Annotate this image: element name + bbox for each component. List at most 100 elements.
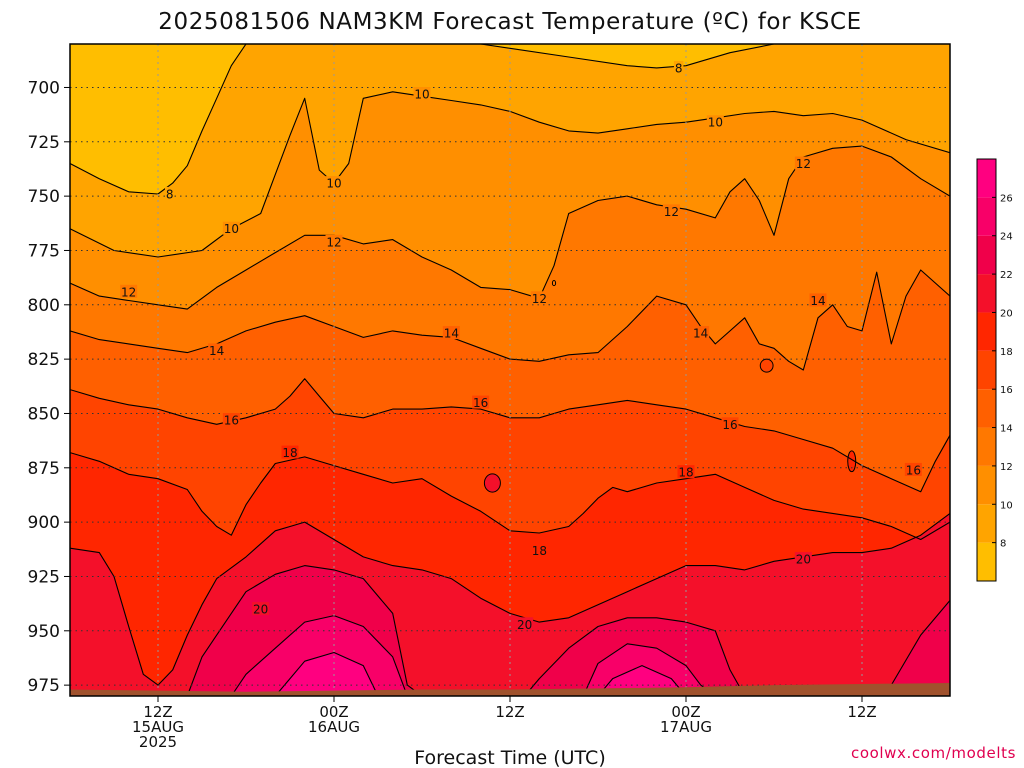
y-tick-label-800: 800 <box>28 296 60 316</box>
blob-warm-3 <box>847 450 856 472</box>
contour-label-bg-22 <box>252 602 270 616</box>
colorbar-swatch-8 <box>977 504 996 543</box>
contour-label-16: 16 <box>722 418 737 432</box>
contour-label-bg-7 <box>325 234 343 248</box>
colorbar-tick-label-26: 26 <box>1000 193 1013 204</box>
contour-label-bg-4 <box>413 86 431 100</box>
contour-label-18: 18 <box>678 466 693 480</box>
contour-label-10: 10 <box>414 87 429 101</box>
colorbar-frame <box>976 158 997 582</box>
grid-lines <box>70 44 950 696</box>
contour-label-bg-13 <box>692 326 710 340</box>
contour-label-14: 14 <box>810 294 825 308</box>
x-tick-label-0-2: 2025 <box>139 733 177 751</box>
contour-label-12: 12 <box>532 292 547 306</box>
contour-label-14: 14 <box>209 344 224 358</box>
contour-label-10: 10 <box>326 177 341 191</box>
colorbar-swatch-16 <box>977 350 996 390</box>
colorbar-swatch-24 <box>977 197 996 236</box>
contour-label-bg-6 <box>120 284 138 298</box>
contour-label-bg-5 <box>706 115 724 129</box>
contour-label-bg-9 <box>662 204 680 218</box>
colorbar-swatch-12 <box>977 427 996 466</box>
contour-label-16: 16 <box>906 463 921 477</box>
contour-label-bg-2 <box>222 221 240 235</box>
contour-label-12: 12 <box>796 157 811 171</box>
colorbar-swatch-26 <box>977 159 996 198</box>
contour-label-bg-15 <box>222 412 240 426</box>
contour-label-bg-21 <box>530 543 548 557</box>
contour-label-bg-11 <box>208 343 226 357</box>
colorbar-tick-label-14: 14 <box>1000 424 1013 435</box>
y-tick-label-875: 875 <box>28 459 60 479</box>
contour-label-bg-23 <box>516 617 534 631</box>
chart-title: 2025081506 NAM3KM Forecast Temperature (… <box>158 9 862 35</box>
contour-label-bg-1 <box>673 60 684 74</box>
x-axis-label: Forecast Time (UTC) <box>414 747 605 768</box>
contour-label-12: 12 <box>121 285 136 299</box>
colorbar-swatch-22 <box>977 235 996 275</box>
contour-label-8: 8 <box>675 61 683 75</box>
blob-cool-1-outline <box>551 279 557 287</box>
plot-area: 8 8 10 10 10 10 12 12 12 12 12 14 14 14 14 16 16 16 16 18 18… <box>70 44 950 696</box>
contour-label-bg-14 <box>809 293 827 307</box>
blob-warm-2 <box>484 473 501 493</box>
isotherm-18 <box>70 452 950 541</box>
isotherm-24 <box>70 615 950 696</box>
blob-cool-1 <box>552 280 556 286</box>
contour-label-8: 8 <box>166 187 174 201</box>
contour-label-bg-10 <box>794 156 812 170</box>
colorbar-tick-label-12: 12 <box>1000 462 1013 473</box>
x-tick-label-4-0: 12Z <box>847 703 876 721</box>
contour-label-bg-24 <box>794 552 812 566</box>
y-axis: 700 725 750 775 800 825 850 875 900 925 950 975 <box>28 78 70 696</box>
y-tick-label-850: 850 <box>28 404 60 424</box>
temperature-bands <box>70 44 950 696</box>
blob-warm-1 <box>760 359 774 373</box>
colorbar-swatch-10 <box>977 465 996 505</box>
x-tick-label-1-0: 00Z <box>319 703 348 721</box>
x-tick-label-0-1: 15AUG <box>132 718 184 736</box>
y-tick-label-825: 825 <box>28 350 60 370</box>
contour-label-10: 10 <box>708 116 723 130</box>
contour-label-14: 14 <box>444 327 459 341</box>
y-tick-label-775: 775 <box>28 241 60 261</box>
contour-label-20: 20 <box>253 603 268 617</box>
contour-label-14: 14 <box>693 327 708 341</box>
y-tick-label-950: 950 <box>28 622 60 642</box>
colorbar-tick-label-10: 10 <box>1000 500 1013 511</box>
isotherm-14 <box>70 269 950 371</box>
contour-label-12: 12 <box>664 205 679 219</box>
contour-label-18: 18 <box>532 544 547 558</box>
temperature-contours <box>70 44 950 696</box>
contour-label-20: 20 <box>796 553 811 567</box>
y-tick-label-975: 975 <box>28 676 60 696</box>
y-tick-label-750: 750 <box>28 187 60 207</box>
x-tick-label-1-1: 16AUG <box>308 718 360 736</box>
isotherm-26 <box>70 651 950 696</box>
colorbar-swatch-18 <box>977 312 996 351</box>
contour-label-bg-17 <box>721 417 739 431</box>
colorbar: 8 10 12 14 16 18 20 22 24 26 <box>976 158 1013 582</box>
contour-label-18: 18 <box>282 446 297 460</box>
credit-link[interactable]: coolwx.com/modelts <box>851 744 1016 762</box>
contour-labels: 8 8 10 10 10 10 12 12 12 12 12 14 14 14 14 16 16 16 16 18 18… <box>120 60 922 632</box>
contour-label-12: 12 <box>326 235 341 249</box>
contour-label-bg-19 <box>281 445 299 459</box>
colorbar-swatch-14 <box>977 389 996 428</box>
x-tick-label-0-0: 12Z <box>143 703 172 721</box>
colorbar-tick-label-16: 16 <box>1000 385 1013 396</box>
colorbar-tick-label-8: 8 <box>1000 539 1006 550</box>
contour-label-bg-0 <box>164 186 175 200</box>
x-tick-label-3-1: 17AUG <box>660 718 712 736</box>
contour-label-10: 10 <box>224 222 239 236</box>
contour-label-bg-3 <box>325 176 343 190</box>
y-tick-label-925: 925 <box>28 567 60 587</box>
isotherm-20 <box>70 512 950 686</box>
colorbar-tick-label-18: 18 <box>1000 347 1013 358</box>
contour-label-bg-8 <box>530 291 548 305</box>
terrain-fill <box>70 683 950 696</box>
colorbar-swatch-6 <box>977 542 996 581</box>
